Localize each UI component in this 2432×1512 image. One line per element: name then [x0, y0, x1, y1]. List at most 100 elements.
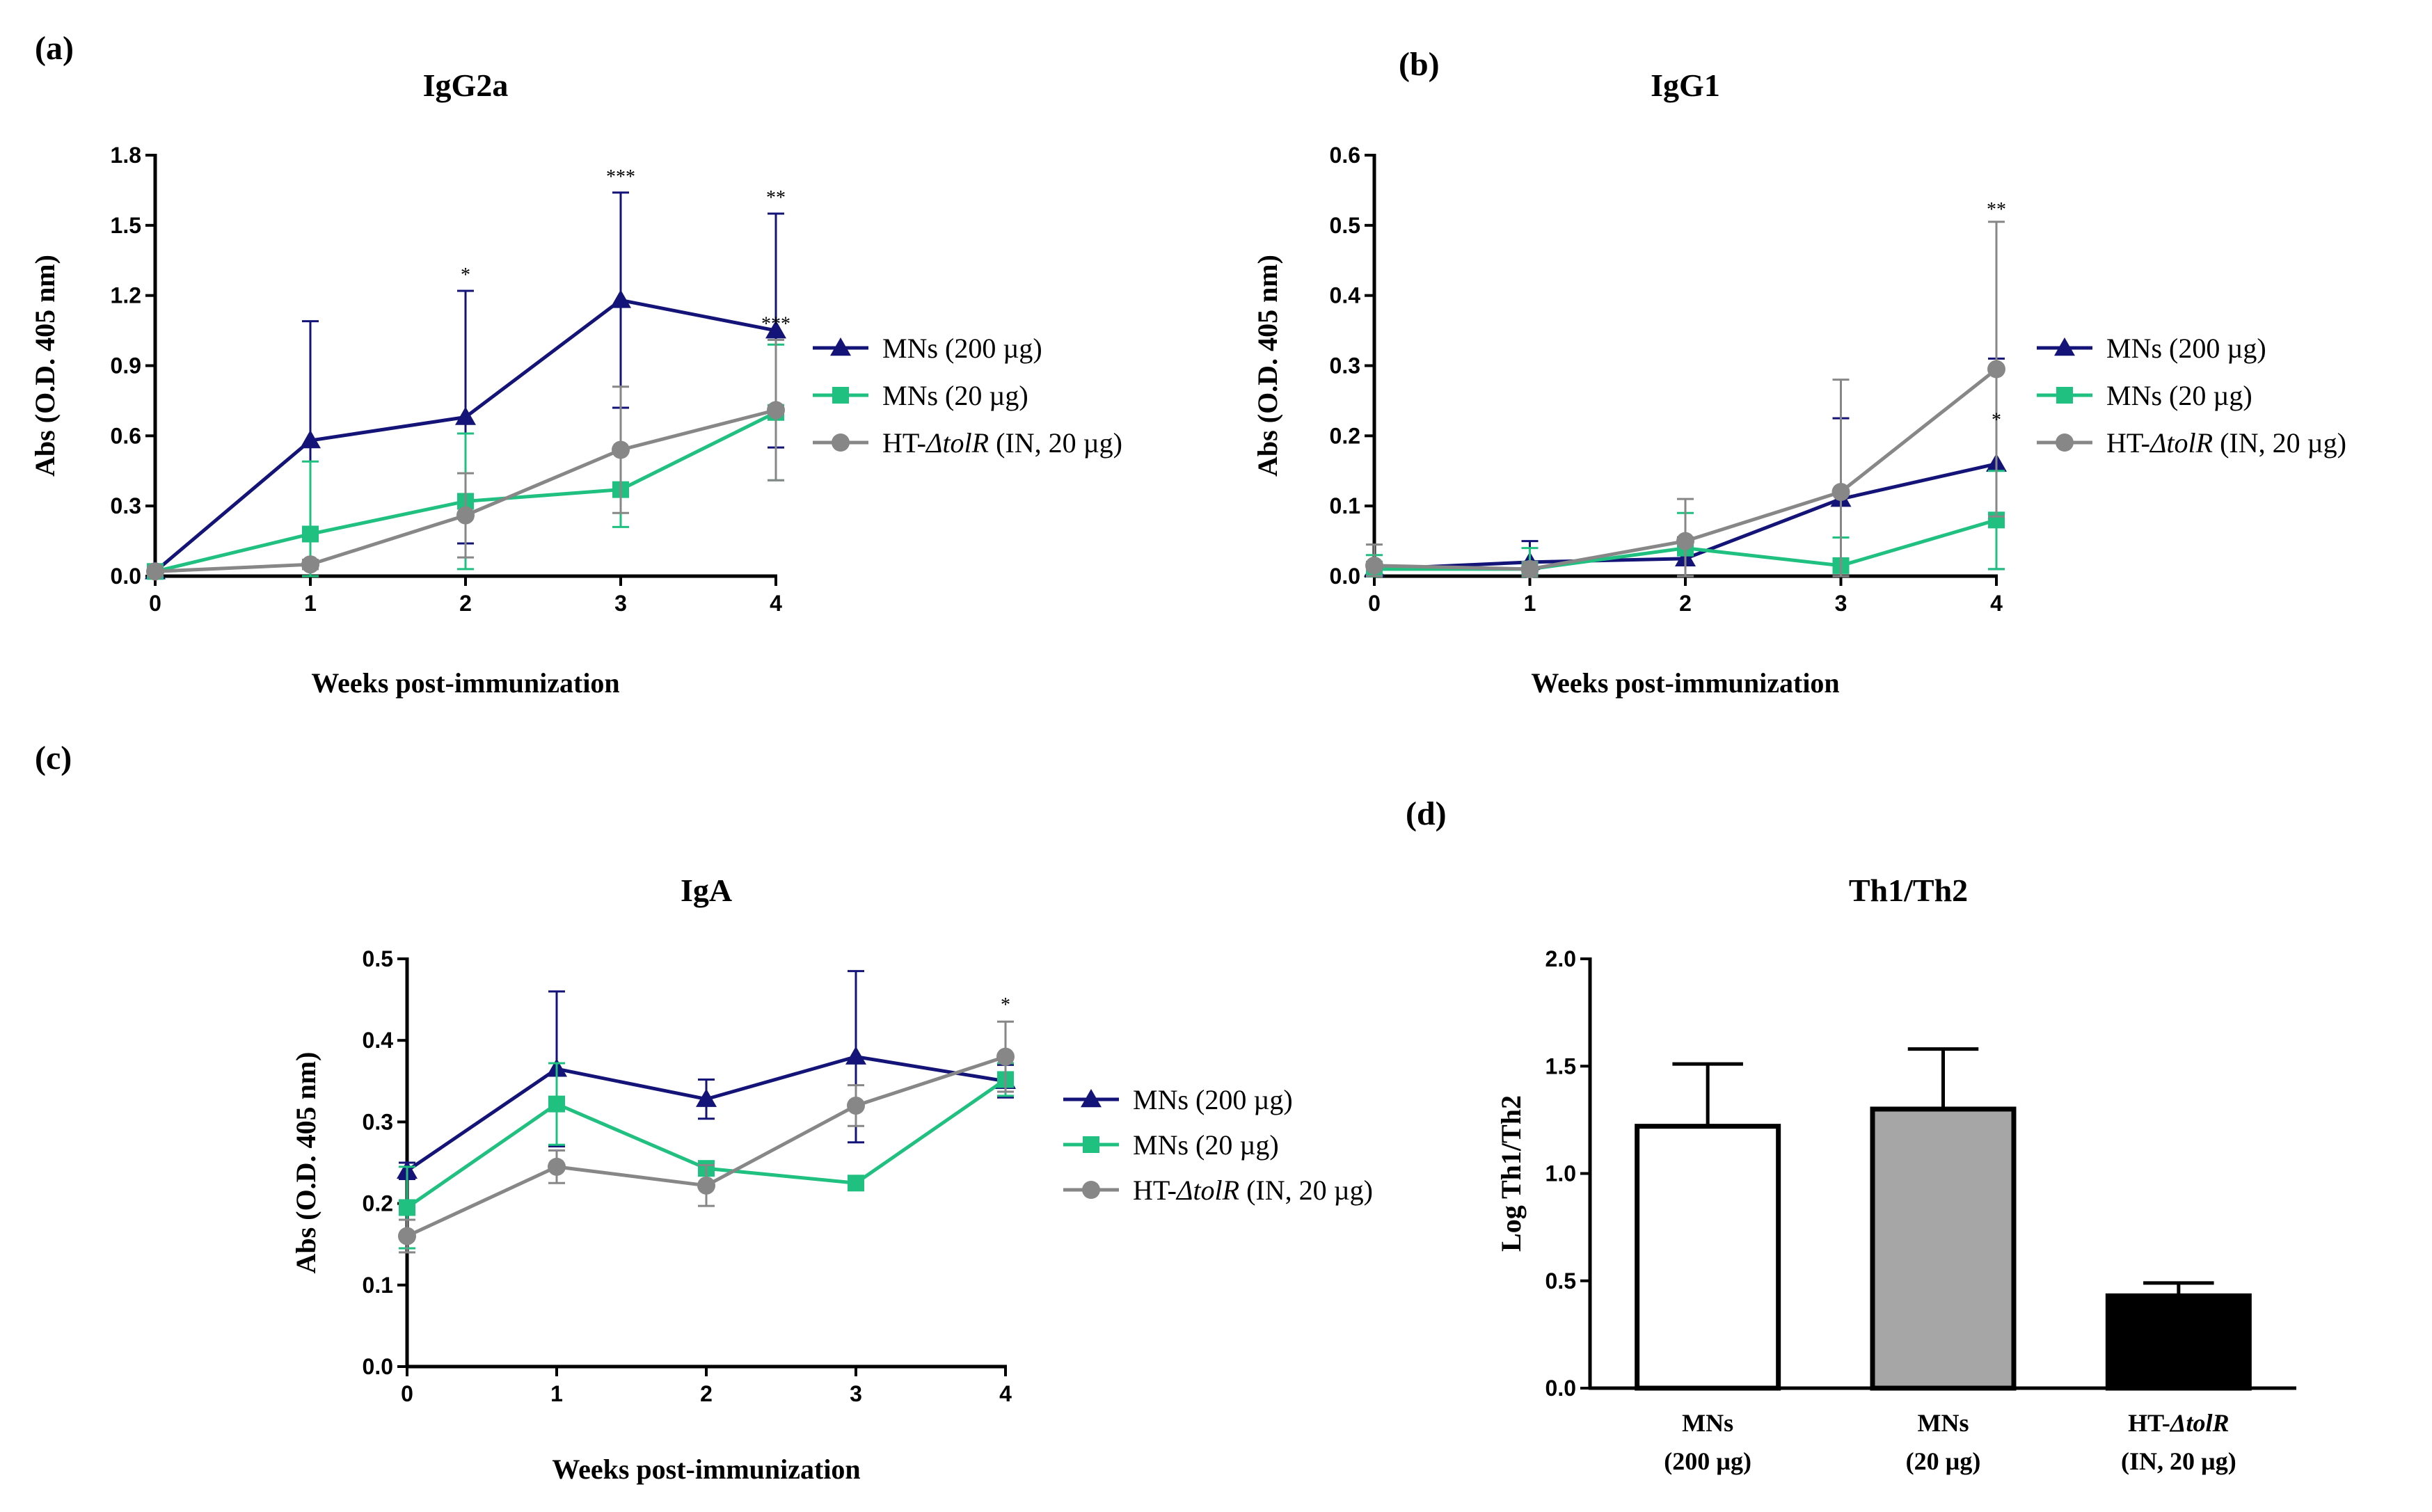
y-tick-label: 0.4	[1330, 283, 1361, 308]
panel-c: (c) IgA 0.0 0.1 0.2 0.3 0.4 0.5 0 1 2 3 4 Weeks post-…	[35, 740, 1373, 1485]
data-point	[996, 1047, 1015, 1066]
legend-label: MNs (20 µg)	[882, 380, 1028, 411]
data-point	[610, 289, 631, 308]
x-tick-label: 3	[614, 591, 627, 616]
y-tick-label: 0.0	[1545, 1376, 1576, 1401]
legend-item-mns-200-g: MNs (200 µg)	[1063, 1084, 1293, 1115]
y-axis-label: Log Th1/Th2	[1495, 1095, 1527, 1252]
legend-item-mns-20-g: MNs (20 µg)	[813, 380, 1028, 411]
y-tick-label: 0.3	[1330, 353, 1360, 379]
significance-mark: *	[1992, 409, 2001, 431]
x-tick-label: 1	[550, 1381, 563, 1406]
x-tick-label: 3	[1835, 591, 1847, 616]
y-tick-label: 0.5	[1330, 213, 1360, 238]
panel-label: (b)	[1399, 46, 1440, 83]
data-point	[301, 555, 319, 574]
legend-label: HT-ΔtolR (IN, 20 µg)	[1133, 1175, 1373, 1206]
y-axis-label: Abs (O.D. 405 nm)	[1252, 255, 1283, 477]
y-tick-label: 0.6	[111, 423, 141, 448]
x-tick-label: 0	[149, 591, 161, 616]
data-point	[696, 1088, 717, 1107]
data-point	[548, 1157, 566, 1176]
data-point	[456, 506, 475, 525]
x-axis-label: Weeks post-immunization	[311, 667, 619, 699]
significance-mark: *	[1001, 994, 1010, 1016]
panel-a: (a) IgG2a 0.0 0.3 0.6 0.9 1.2 1.5 1.8 0 1 2 3 4 Weeks …	[29, 30, 1122, 699]
series-ht-tolr-in-20-g	[146, 339, 785, 581]
data-point	[1520, 559, 1539, 578]
bar-mns-200-g	[1635, 1062, 1781, 1391]
legend-item-mns-200-g: MNs (200 µg)	[813, 333, 1042, 364]
y-tick-label: 0.9	[111, 353, 141, 379]
bar	[2105, 1293, 2252, 1391]
y-tick-label: 0.6	[1330, 143, 1360, 168]
legend: MNs (200 µg) MNs (20 µg) HT-ΔtolR (IN, 20 …	[1063, 1084, 1373, 1206]
x-tick-label: 1	[1524, 591, 1536, 616]
x-tick-label: 4	[999, 1381, 1012, 1406]
legend-label: HT-ΔtolR (IN, 20 µg)	[2106, 427, 2346, 459]
legend-item-ht-tolr-in-20-g: HT-ΔtolR (IN, 20 µg)	[813, 427, 1122, 459]
data-point	[302, 525, 319, 543]
significance-mark: **	[1987, 199, 2006, 221]
panel-label: (a)	[35, 30, 74, 67]
x-tick-label: 0	[401, 1381, 413, 1406]
legend-item-mns-20-g: MNs (20 µg)	[2037, 380, 2252, 411]
y-tick-label: 0.5	[363, 946, 393, 971]
data-point	[767, 401, 785, 420]
legend-marker	[1082, 1181, 1100, 1199]
data-point	[1987, 360, 2005, 379]
legend-marker	[1081, 1089, 1102, 1108]
panel-b: (b) IgG1 0.0 0.1 0.2 0.3 0.4 0.5 0.6 0 1 2 3 4 Weeks p…	[1252, 46, 2346, 699]
y-tick-label: 2.0	[1545, 946, 1576, 971]
y-tick-label: 0.3	[111, 493, 141, 518]
legend-label: MNs (20 µg)	[2106, 380, 2252, 411]
legend-marker	[2056, 433, 2074, 452]
bar	[1870, 1106, 2017, 1391]
data-point	[398, 1227, 416, 1246]
x-category-label: (200 µg)	[1664, 1447, 1751, 1475]
legend-marker	[1083, 1136, 1099, 1153]
bar-ht-tolr-in-20-g	[2105, 1281, 2252, 1391]
y-tick-label: 1.8	[111, 143, 141, 168]
legend-label: MNs (200 µg)	[882, 333, 1042, 364]
x-axis-label: Weeks post-immunization	[552, 1454, 860, 1485]
y-axis-label: Abs (O.D. 405 nm)	[290, 1052, 321, 1274]
y-tick-label: 1.0	[1545, 1161, 1576, 1186]
x-category-label: HT-ΔtolR	[2128, 1409, 2229, 1437]
significance-mark: *	[461, 264, 470, 286]
panel-label: (d)	[1406, 795, 1447, 832]
y-tick-label: 1.2	[111, 283, 141, 308]
legend-label: HT-ΔtolR (IN, 20 µg)	[882, 427, 1122, 459]
data-point	[612, 440, 630, 459]
legend-item-ht-tolr-in-20-g: HT-ΔtolR (IN, 20 µg)	[1063, 1175, 1373, 1206]
data-point	[848, 1175, 864, 1192]
y-tick-label: 1.5	[111, 213, 141, 238]
data-point	[548, 1095, 565, 1113]
legend-label: MNs (200 µg)	[2106, 333, 2266, 364]
legend-label: MNs (200 µg)	[1133, 1084, 1293, 1115]
x-category-label: (IN, 20 µg)	[2121, 1447, 2236, 1475]
x-tick-label: 4	[1990, 591, 2003, 616]
x-category-label: MNs	[1918, 1409, 1969, 1437]
bar	[1635, 1124, 1781, 1391]
legend-marker	[2056, 387, 2073, 404]
bar-mns-20-g	[1870, 1047, 2017, 1391]
y-tick-label: 1.5	[1545, 1053, 1576, 1079]
y-tick-label: 0.0	[111, 564, 141, 589]
legend-marker	[2054, 337, 2075, 356]
legend: MNs (200 µg) MNs (20 µg) HT-ΔtolR (IN, 20 …	[813, 333, 1122, 459]
y-axis-label: Abs (O.D. 405 nm)	[29, 255, 61, 477]
y-tick-label: 0.1	[1330, 493, 1360, 518]
panel-label: (c)	[35, 740, 72, 777]
x-category-label: MNs	[1682, 1409, 1733, 1437]
legend-marker	[832, 433, 850, 452]
x-axis-label: Weeks post-immunization	[1531, 667, 1839, 699]
series-mns-200-g	[397, 970, 1016, 1180]
legend-marker	[830, 337, 851, 356]
y-tick-label: 0.5	[1545, 1268, 1576, 1294]
x-tick-label: 2	[700, 1381, 713, 1406]
chart-title: IgA	[681, 873, 732, 908]
y-tick-label: 0.0	[363, 1354, 393, 1379]
data-point	[455, 406, 476, 425]
data-point	[1676, 532, 1694, 550]
